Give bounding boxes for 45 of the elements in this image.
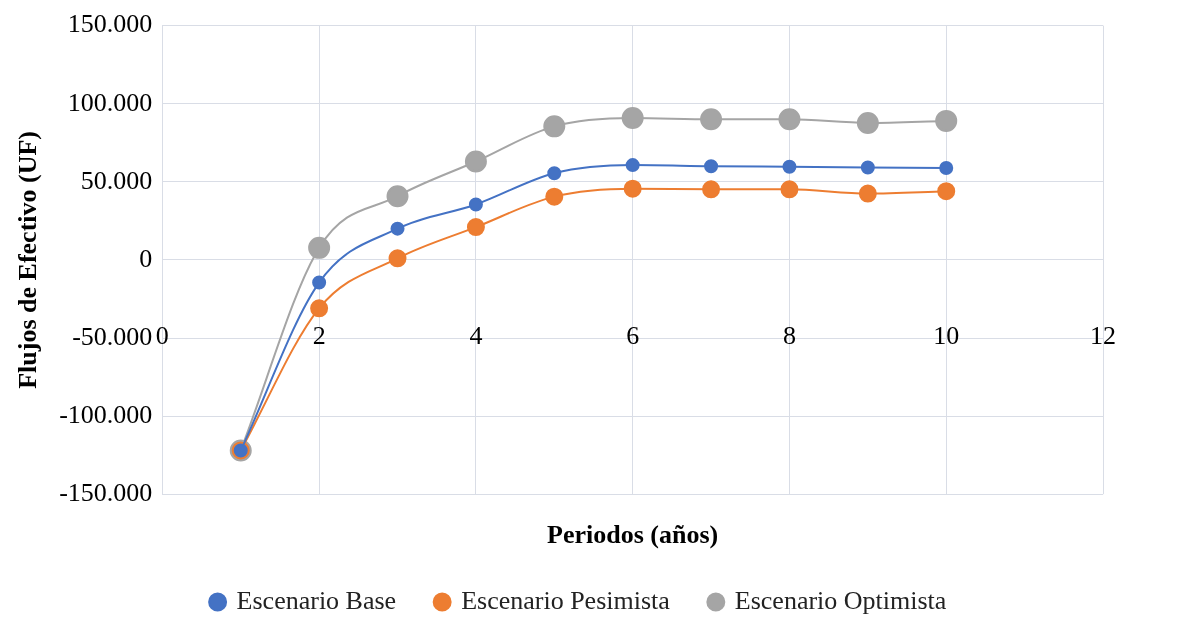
legend-label: Escenario Pesimista <box>461 585 671 615</box>
point <box>935 109 958 132</box>
point <box>464 150 487 173</box>
point <box>547 166 562 181</box>
y-tick-label: -50.000 <box>72 321 153 351</box>
x-tick-label: 2 <box>312 321 326 351</box>
legend-label: Escenario Base <box>236 585 397 615</box>
point <box>858 184 877 203</box>
y-tick-label: 50.000 <box>80 165 153 195</box>
x-tick-label: 6 <box>626 321 640 351</box>
point <box>390 221 405 236</box>
point <box>702 180 721 199</box>
point <box>466 218 485 237</box>
point <box>700 108 723 131</box>
point <box>545 187 564 206</box>
point <box>782 159 797 174</box>
x-tick-label: 12 <box>1090 321 1116 351</box>
y-tick-label: 100.000 <box>67 87 153 117</box>
point <box>308 236 331 259</box>
point <box>778 108 801 131</box>
point <box>386 185 409 208</box>
point <box>310 299 329 318</box>
y-tick-label: 0 <box>139 243 153 273</box>
point <box>939 161 954 176</box>
x-tick-label: 4 <box>469 321 483 351</box>
y-tick-label: 150.000 <box>67 9 153 39</box>
y-axis-title: Flujos de Efectivo (UF) <box>13 131 43 389</box>
point <box>312 275 327 290</box>
point <box>780 180 799 199</box>
legend-label: Escenario Optimista <box>734 585 947 615</box>
point <box>704 159 719 174</box>
x-tick-label: 8 <box>782 321 796 351</box>
y-tick-label: -150.000 <box>59 478 153 508</box>
point <box>621 107 644 130</box>
point <box>625 158 640 173</box>
point <box>388 249 407 268</box>
x-axis-title: Periodos (años) <box>547 519 719 549</box>
point <box>543 115 566 138</box>
point <box>623 179 642 198</box>
point <box>468 197 483 212</box>
point <box>856 111 879 134</box>
x-tick-label: 10 <box>933 321 960 351</box>
point <box>937 182 956 201</box>
y-tick-label: -100.000 <box>59 399 153 429</box>
point <box>860 160 875 175</box>
